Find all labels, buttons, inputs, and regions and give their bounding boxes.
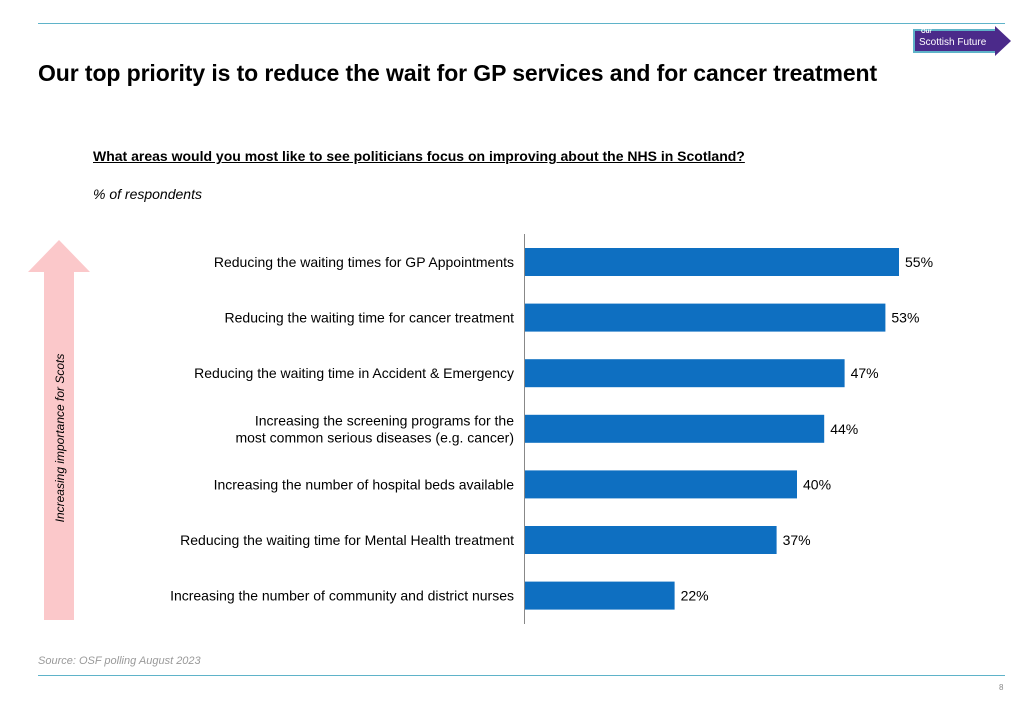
importance-arrow-icon	[28, 240, 90, 620]
category-label-2: Reducing the waiting time for cancer tre…	[225, 310, 515, 326]
brand-logo: Our Scottish Future	[913, 24, 1013, 60]
logo-line-1: Our	[921, 29, 932, 35]
bar-5	[525, 470, 797, 499]
bar-2	[525, 303, 886, 332]
logo-line-2: Scottish Future	[919, 37, 987, 48]
bar-4	[525, 414, 825, 443]
bars-layer: 55% Reducing the waiting times for GP App…	[170, 248, 933, 610]
bar-1	[525, 248, 899, 276]
bar-7	[525, 581, 675, 610]
category-label-4-line-1: Increasing the screening programs for th…	[255, 412, 514, 428]
category-label-5: Increasing the number of hospital beds a…	[214, 476, 515, 492]
unit-label: % of respondents	[93, 186, 202, 202]
page-number: 8	[999, 683, 1004, 692]
value-label-7: 22%	[681, 588, 709, 604]
survey-question: What areas would you most like to see po…	[93, 148, 745, 164]
category-label-4-line-2: most common serious diseases (e.g. cance…	[235, 429, 514, 445]
category-label-3: Reducing the waiting time in Accident & …	[194, 365, 514, 381]
value-label-6: 37%	[783, 532, 811, 548]
category-label-7: Increasing the number of community and d…	[170, 588, 514, 604]
top-rule	[38, 23, 1005, 24]
bar-6	[525, 526, 777, 554]
value-label-3: 47%	[851, 365, 879, 381]
importance-arrow-shape	[28, 240, 90, 620]
bar-3	[525, 359, 845, 388]
bottom-rule	[38, 675, 1005, 676]
category-label-1: Reducing the waiting times for GP Appoin…	[214, 254, 514, 270]
value-label-5: 40%	[803, 476, 831, 492]
page-title: Our top priority is to reduce the wait f…	[38, 60, 878, 86]
logo-arrowhead	[995, 26, 1011, 56]
logo-plate	[913, 29, 997, 53]
value-label-4: 44%	[830, 421, 858, 437]
category-label-6: Reducing the waiting time for Mental Hea…	[180, 532, 514, 548]
value-label-2: 53%	[891, 310, 919, 326]
source-note: Source: OSF polling August 2023	[38, 655, 201, 667]
value-label-1: 55%	[905, 254, 933, 270]
